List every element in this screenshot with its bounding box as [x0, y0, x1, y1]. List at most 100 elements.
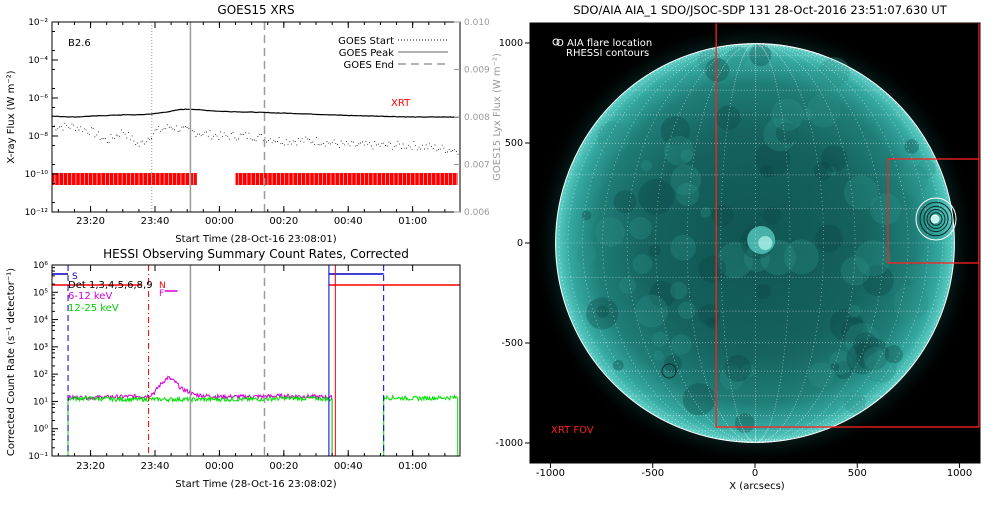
aia-texture-blob — [884, 345, 903, 364]
aia-xtick-label: -500 — [641, 468, 664, 479]
aia-texture-blob — [597, 121, 630, 154]
aia-limb-circle — [555, 43, 955, 443]
aia-texture-blob — [826, 166, 837, 177]
aia-texture-blob — [754, 141, 791, 178]
aia-texture-blob — [670, 234, 696, 261]
aia-texture-blob — [800, 108, 813, 121]
goes-xrs-panel: GOES15 XRS 23:20 23:40 00:00 00:20 00:40 01:0… — [6, 3, 503, 245]
hessi-ylabel: Corrected Count Rate (s⁻¹ detector⁻¹) — [6, 268, 17, 456]
aia-texture-blob — [784, 239, 819, 275]
xrt-label: XRT — [391, 98, 411, 109]
hessi-xtick-label: 23:40 — [141, 461, 170, 472]
aia-texture-blob — [830, 362, 840, 372]
hessi-xtick-label: 00:20 — [269, 461, 298, 472]
legend-6-12kev: 6-12 keV — [68, 291, 112, 302]
aia-texture-blob — [648, 244, 661, 257]
aia-texture-blob — [711, 204, 734, 227]
hessi-xtick-label: 23:20 — [76, 461, 105, 472]
hessi-ytick-label: 10¹ — [33, 397, 48, 407]
aia-texture-blob — [734, 413, 755, 433]
hessi-ytick-label: 10³ — [33, 343, 48, 353]
aia-texture-blob — [763, 206, 782, 225]
xrt-coverage-bar-0 — [51, 173, 197, 185]
legend-goes-peak: GOES Peak — [339, 48, 394, 59]
hessi-xtick-label: 01:00 — [398, 461, 427, 472]
aia-texture-blob — [595, 217, 625, 247]
goes-class-label: B2.6 — [68, 38, 91, 49]
legend-aia-location-symbol — [552, 38, 560, 46]
hessi-plot-area: 23:20 23:40 00:00 00:20 00:40 01:00 10⁶ 10⁵ 10⁴ 1… — [28, 261, 461, 472]
aia-texture-blob — [834, 361, 853, 380]
aia-texture-blob — [612, 359, 624, 371]
hessi-xlabel: Start Time (28-Oct-16 23:08:02) — [175, 479, 336, 490]
aia-texture-blob — [828, 350, 853, 376]
aia-texture-blob — [726, 46, 749, 68]
aia-texture-blob — [682, 383, 716, 416]
aia-texture-blob — [670, 164, 702, 196]
aia-texture-blob — [843, 175, 879, 210]
xrt-fov-box-small — [887, 158, 980, 264]
aia-texture-blob — [755, 284, 771, 300]
goes-ytick-label: 10⁻¹⁰ — [25, 170, 49, 180]
hessi-ytick-label: 10⁵ — [33, 288, 48, 298]
hessi-ytick-label: 10⁶ — [33, 261, 48, 271]
hessi-ytick-label: 10² — [33, 370, 48, 380]
rhessi-contour — [915, 197, 957, 241]
lyx-flux-series — [52, 122, 461, 155]
aia-texture-blob — [815, 224, 843, 253]
hessi-xtick-label: 00:40 — [334, 461, 363, 472]
goes-y2tick-label: 0.006 — [464, 208, 490, 218]
aia-texture-blob — [698, 303, 720, 326]
aia-ytick-label: 0 — [517, 238, 523, 249]
goes-ytick-label: 10⁻² — [28, 18, 48, 28]
aia-ytick-label: -500 — [501, 338, 523, 349]
rhessi-contour — [919, 201, 953, 237]
goes-xtick-label: 00:00 — [205, 216, 234, 227]
aia-texture-blob — [846, 342, 878, 375]
legend-goes-start: GOES Start — [338, 36, 394, 47]
flag-s: S — [72, 272, 78, 282]
aia-texture-blob — [698, 255, 727, 283]
aia-texture-blob — [677, 301, 696, 320]
aia-texture-blob — [719, 365, 744, 391]
aia-texture-blob — [844, 391, 866, 414]
aia-texture-blob — [581, 210, 592, 221]
aia-texture-blob — [596, 305, 609, 318]
hessi-ytick-label: 10⁻¹ — [28, 452, 48, 462]
goes-legend: GOES Start GOES Peak GOES End — [338, 36, 448, 71]
goes-ytick-label: 10⁻⁶ — [28, 94, 48, 104]
aia-texture-blob — [660, 116, 691, 146]
aia-texture-blob — [845, 321, 855, 331]
goes-y2label: GOES15 Lyx Flux (W m⁻²) — [492, 53, 503, 181]
hessi-frame — [51, 264, 461, 457]
aia-texture-blob — [576, 244, 597, 265]
goes-ylabel: X-ray Flux (W m⁻²) — [6, 70, 17, 163]
aia-texture-blob — [771, 98, 804, 131]
aia-texture-blob — [706, 317, 719, 329]
aia-dark-feature — [661, 363, 677, 379]
hessi-ytick-label: 10⁴ — [33, 316, 48, 326]
aia-texture-blob — [893, 284, 929, 321]
aia-texture-blob — [862, 265, 894, 297]
goes-y2tick-label: 0.007 — [464, 161, 490, 171]
goes-y2tick-label: 0.008 — [464, 113, 490, 123]
aia-texture-blob — [670, 334, 692, 355]
aia-texture-blob — [829, 308, 864, 342]
aia-texture-blob — [715, 105, 741, 131]
goes-y2tick-label: 0.010 — [464, 18, 490, 28]
aia-texture-blob — [840, 256, 870, 286]
aia-image-clip — [530, 23, 980, 463]
aia-texture-blob — [741, 363, 756, 378]
aia-ytick-label: -1000 — [495, 438, 523, 449]
aia-texture-blob — [632, 254, 653, 275]
aia-texture-blob — [705, 57, 730, 82]
aia-texture-blob — [906, 264, 922, 281]
aia-texture-blob — [806, 93, 841, 128]
legend-goes-end: GOES End — [344, 60, 394, 71]
aia-ytick-label: 500 — [505, 138, 523, 149]
aia-texture-blob — [635, 294, 668, 328]
aia-texture-blob — [663, 354, 682, 373]
hessi-panel: HESSI Observing Summary Count Rates, Cor… — [6, 247, 461, 490]
goes-ytick-label: 10⁻⁴ — [28, 56, 48, 66]
aia-image-panel: SDO/AIA AIA_1 SDO/JSOC-SDP 131 28-Oct-20… — [495, 3, 981, 492]
